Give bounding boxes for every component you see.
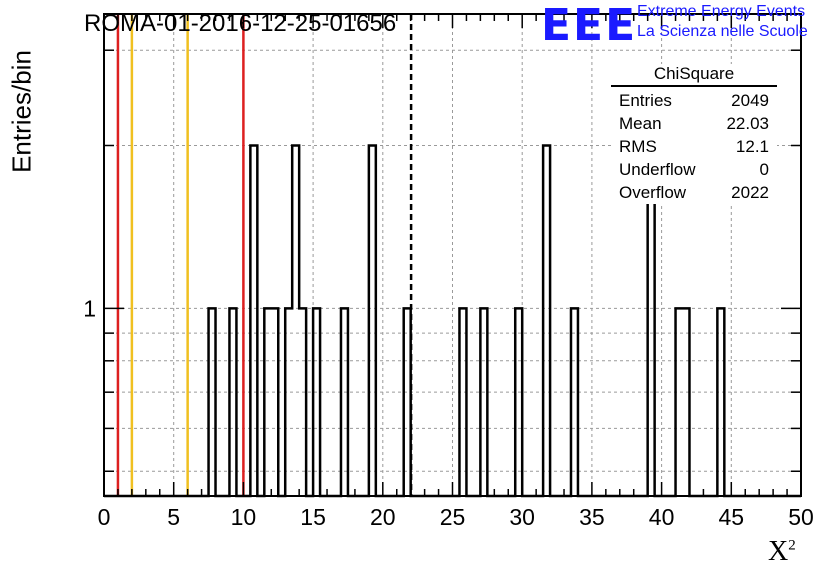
x-axis-label: X2	[768, 536, 796, 568]
x-axis-label-base: X	[768, 536, 789, 567]
stats-row: RMS 12.1	[611, 135, 777, 158]
axis-ticks	[103, 14, 802, 496]
x-tick-label: 15	[300, 504, 326, 530]
logo-line-1: Extreme Energy Events	[637, 3, 806, 20]
stats-value: 22.03	[726, 114, 769, 133]
stats-box-title: ChiSquare	[611, 64, 777, 87]
x-axis-label-superscript: 2	[788, 537, 796, 554]
x-tick-label: 30	[509, 504, 535, 530]
stats-row: Underflow 0	[611, 158, 777, 181]
stats-row: Mean 22.03	[611, 112, 777, 135]
stats-value: 0	[759, 160, 769, 179]
stats-box: ChiSquare Entries 2049 Mean 22.03 RMS 12.1 …	[611, 64, 777, 204]
x-tick-label: 35	[579, 504, 605, 530]
stats-row: Overflow 2022	[611, 181, 777, 204]
stats-row: Entries 2049	[611, 89, 777, 112]
x-tick-label: 0	[98, 504, 111, 530]
stats-label: Entries	[619, 91, 672, 110]
x-tick-label: 10	[231, 504, 257, 530]
x-tick-label: 5	[167, 504, 180, 530]
y-axis-label: Entries/bin	[6, 50, 37, 173]
tick-labels: 0 5 10 15 20 25 30 35 40 45 50 1	[83, 295, 814, 530]
x-tick-label: 20	[370, 504, 396, 530]
x-tick-label: 45	[719, 504, 745, 530]
y-tick-label: 1	[83, 295, 96, 321]
stats-label: Underflow	[619, 160, 696, 179]
x-tick-label: 40	[649, 504, 675, 530]
stats-label: Overflow	[619, 183, 687, 202]
chart-title: ROMA-01-2016-12-25-01656	[84, 10, 397, 37]
stats-label: RMS	[619, 137, 657, 156]
stats-value: 12.1	[735, 137, 769, 156]
stats-value: 2049	[731, 91, 769, 110]
x-tick-label: 50	[788, 504, 814, 530]
x-tick-label: 25	[440, 504, 466, 530]
stats-value: 2022	[731, 183, 769, 202]
stats-label: Mean	[619, 114, 662, 133]
logo-line-2: La Scienza nelle Scuole	[637, 23, 808, 40]
eee-logo-mark: EEE	[541, 0, 638, 51]
